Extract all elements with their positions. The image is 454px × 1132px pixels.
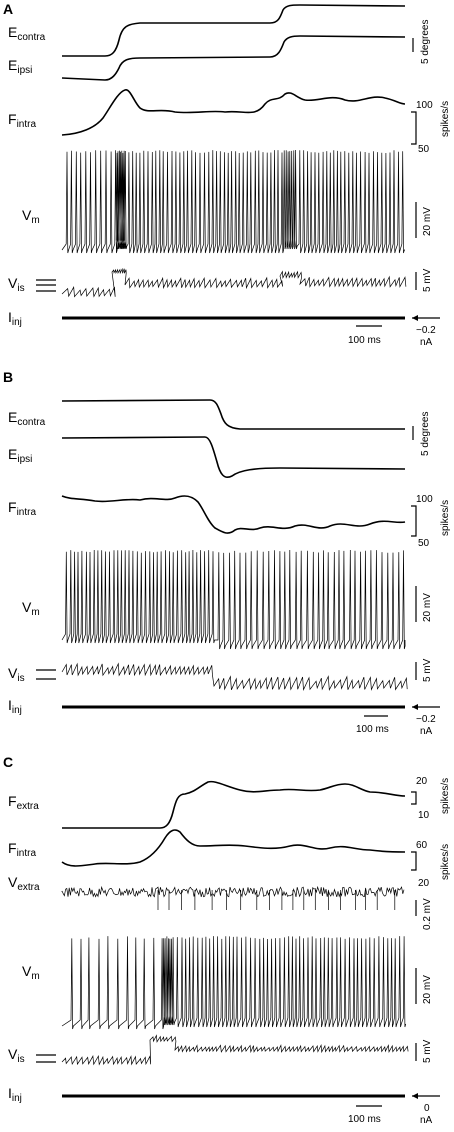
scale-bar-f-intra: [411, 111, 417, 145]
arrow-head-i-inj: [412, 704, 418, 710]
label-f-intra: Fintra: [8, 840, 36, 859]
label-f-extra: Fextra: [8, 793, 39, 812]
label-e-contra: Econtra: [8, 24, 46, 43]
trace-f-intra: [61, 495, 406, 534]
v-is-reference-ticks: [36, 669, 56, 680]
trace-f-extra: [62, 780, 406, 829]
trace-v-is: [61, 267, 407, 298]
scale-label-v-m: 20 mV: [422, 207, 433, 236]
label-v-m: Vm: [22, 963, 40, 982]
trace-v-m: [61, 149, 405, 254]
scale-label-f-intra-unit: spikes/s: [440, 101, 451, 137]
scale-label-f-intra-top: 100: [416, 100, 433, 111]
scale-label-f-intra-bottom: 50: [418, 144, 430, 155]
scale-bar-f-intra: [411, 505, 417, 537]
trace-v-m: [61, 936, 407, 1030]
scale-label-f-intra-top: 60: [416, 840, 428, 851]
trace-f-intra: [61, 89, 406, 136]
panel-c: C Fextra Fintra Vextra Vm Vis Iinj 20 10…: [3, 754, 451, 1126]
scale-label-i-inj-value: −0.2: [416, 325, 436, 336]
v-is-reference-ticks: [36, 279, 56, 292]
scale-label-time: 100 ms: [356, 724, 389, 735]
scale-label-v-m: 20 mV: [422, 975, 433, 1004]
panel-b: B Econtra Eipsi Fintra Vm Vis Iinj 5 deg…: [3, 369, 451, 737]
panel-letter-b: B: [3, 369, 13, 385]
arrow-head-i-inj: [412, 1093, 418, 1099]
scale-label-time: 100 ms: [348, 1114, 381, 1125]
scale-label-f-intra-top: 100: [416, 494, 433, 505]
trace-v-is: [61, 1034, 409, 1066]
scale-bar-f-extra: [411, 791, 417, 805]
scale-label-i-inj-value: −0.2: [416, 714, 436, 725]
scale-label-i-inj-unit: nA: [420, 1115, 433, 1126]
scale-label-f-intra-unit: spikes/s: [440, 844, 451, 880]
scale-label-v-is: 5 mV: [422, 268, 433, 292]
label-i-inj: Iinj: [8, 309, 22, 328]
trace-e-contra: [61, 399, 405, 430]
label-e-contra: Econtra: [8, 409, 46, 428]
scale-bar-f-intra: [411, 851, 417, 871]
panel-letter-a: A: [3, 1, 13, 17]
scale-label-eye: 5 degrees: [420, 20, 431, 64]
trace-v-extra: [61, 885, 405, 910]
scale-label-v-is: 5 mV: [422, 1039, 433, 1063]
arrow-head-i-inj: [412, 315, 418, 321]
scale-label-v-is: 5 mV: [422, 658, 433, 682]
scale-label-f-intra-bottom: 20: [418, 878, 430, 889]
label-v-is: Vis: [8, 665, 25, 684]
label-v-extra: Vextra: [8, 874, 40, 893]
label-e-ipsi: Eipsi: [8, 57, 32, 76]
trace-e-ipsi: [61, 35, 406, 81]
label-v-m: Vm: [22, 599, 40, 618]
label-f-intra: Fintra: [8, 111, 36, 130]
label-v-is: Vis: [8, 1046, 25, 1065]
trace-e-ipsi: [61, 436, 406, 478]
label-i-inj: Iinj: [8, 1085, 22, 1104]
scale-label-i-inj-unit: nA: [420, 726, 433, 737]
panel-a: A Econtra Eipsi Fintra Vm Vis Iinj 5 deg…: [3, 1, 451, 348]
scale-label-v-extra: 0.2 mV: [422, 898, 433, 930]
label-e-ipsi: Eipsi: [8, 446, 32, 465]
scale-label-f-extra-top: 20: [416, 776, 428, 787]
label-v-is: Vis: [8, 275, 25, 294]
trace-e-contra: [62, 4, 406, 57]
scale-label-v-m: 20 mV: [422, 593, 433, 622]
v-is-reference-ticks: [36, 1054, 56, 1063]
trace-v-m: [61, 549, 406, 650]
scale-label-i-inj-value: 0: [424, 1103, 430, 1114]
label-i-inj: Iinj: [8, 697, 22, 716]
trace-v-is: [61, 662, 408, 692]
scale-label-time: 100 ms: [348, 335, 381, 346]
scale-label-eye: 5 degrees: [420, 412, 431, 456]
scale-label-f-extra-unit: spikes/s: [440, 778, 451, 814]
label-f-intra: Fintra: [8, 499, 36, 518]
label-v-m: Vm: [22, 207, 40, 226]
scale-label-i-inj-unit: nA: [420, 337, 433, 348]
scale-label-f-extra-bottom: 10: [418, 810, 430, 821]
trace-f-intra: [61, 829, 406, 867]
scale-label-f-intra-bottom: 50: [418, 538, 430, 549]
panel-letter-c: C: [3, 754, 13, 770]
scale-label-f-intra-unit: spikes/s: [440, 500, 451, 536]
